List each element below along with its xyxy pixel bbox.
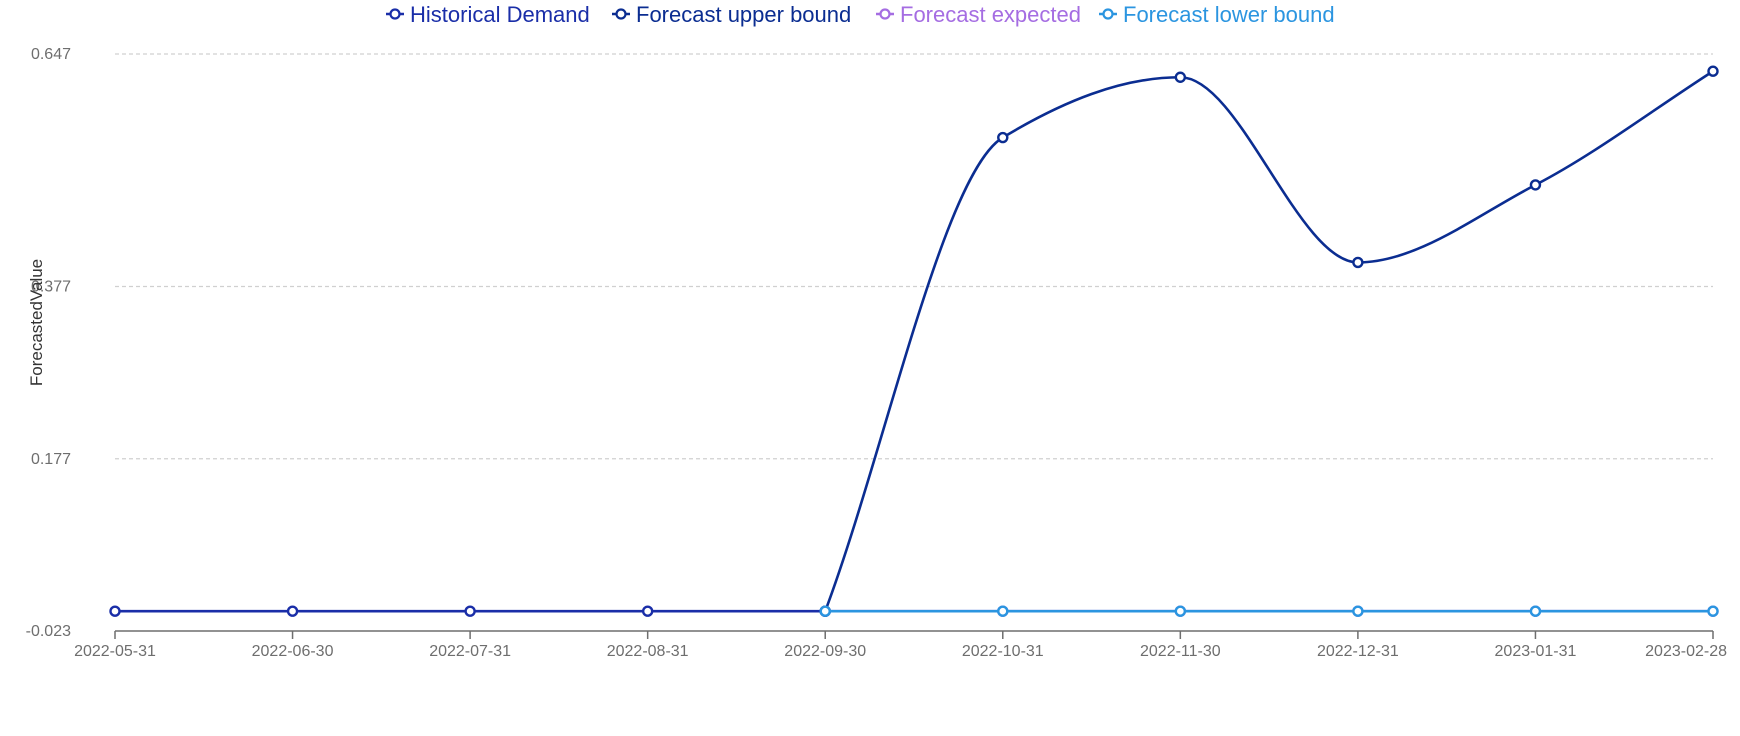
data-point[interactable] bbox=[819, 605, 831, 617]
data-point[interactable] bbox=[1707, 605, 1719, 617]
series-forecast-upper-bound bbox=[819, 65, 1719, 617]
legend-item[interactable]: Forecast lower bound bbox=[1099, 2, 1335, 27]
data-point[interactable] bbox=[1352, 605, 1364, 617]
legend-label: Historical Demand bbox=[410, 2, 590, 27]
series-layer bbox=[109, 65, 1719, 617]
x-tick-label: 2022-10-31 bbox=[962, 643, 1044, 660]
legend-marker-icon bbox=[879, 8, 891, 20]
x-tick-label: 2022-12-31 bbox=[1317, 643, 1399, 660]
legend-marker-icon bbox=[615, 8, 627, 20]
data-point[interactable] bbox=[1529, 179, 1542, 191]
legend-label: Forecast upper bound bbox=[636, 2, 851, 27]
data-point[interactable] bbox=[1707, 65, 1719, 77]
data-point[interactable] bbox=[286, 605, 299, 617]
legend-label: Forecast lower bound bbox=[1123, 2, 1335, 27]
legend-marker-icon bbox=[1102, 8, 1114, 20]
y-tick-label: 0.377 bbox=[31, 279, 71, 296]
data-point[interactable] bbox=[1529, 605, 1542, 617]
x-tick-label: 2022-07-31 bbox=[429, 643, 511, 660]
legend-item[interactable]: Forecast upper bound bbox=[612, 2, 851, 27]
x-tick-label: 2022-09-30 bbox=[784, 643, 866, 660]
data-point[interactable] bbox=[997, 605, 1009, 617]
legend-item[interactable]: Forecast expected bbox=[876, 2, 1081, 27]
x-tick-label: 2022-06-30 bbox=[252, 643, 334, 660]
data-point[interactable] bbox=[1174, 71, 1187, 83]
legend-item[interactable]: Historical Demand bbox=[386, 2, 590, 27]
x-tick-label: 2022-11-30 bbox=[1140, 643, 1221, 660]
legend-marker-icon bbox=[389, 8, 401, 20]
data-point[interactable] bbox=[1174, 605, 1187, 617]
x-tick-label: 2022-05-31 bbox=[74, 643, 156, 660]
x-tick-label: 2023-02-28 bbox=[1645, 643, 1727, 660]
series-historical-demand bbox=[109, 605, 831, 617]
data-point[interactable] bbox=[109, 605, 121, 617]
y-axis-title: ForecastedValue bbox=[27, 259, 46, 386]
legend[interactable]: Historical Demand Forecast upper bound For… bbox=[386, 2, 1335, 27]
data-point[interactable] bbox=[997, 131, 1009, 144]
x-tick-label: 2023-01-31 bbox=[1495, 643, 1577, 660]
data-point[interactable] bbox=[464, 605, 476, 617]
y-tick-label: 0.647 bbox=[31, 46, 71, 63]
x-tick-label: 2022-08-31 bbox=[607, 643, 689, 660]
series-line bbox=[824, 70, 1714, 612]
data-point[interactable] bbox=[641, 605, 654, 617]
y-tick-label: 0.177 bbox=[31, 451, 71, 468]
y-tick-label: -0.023 bbox=[26, 623, 71, 640]
grid-lines bbox=[115, 53, 1713, 460]
data-point[interactable] bbox=[1352, 256, 1364, 269]
legend-label: Forecast expected bbox=[900, 2, 1081, 27]
series-forecast-lower-bound bbox=[819, 605, 1719, 617]
